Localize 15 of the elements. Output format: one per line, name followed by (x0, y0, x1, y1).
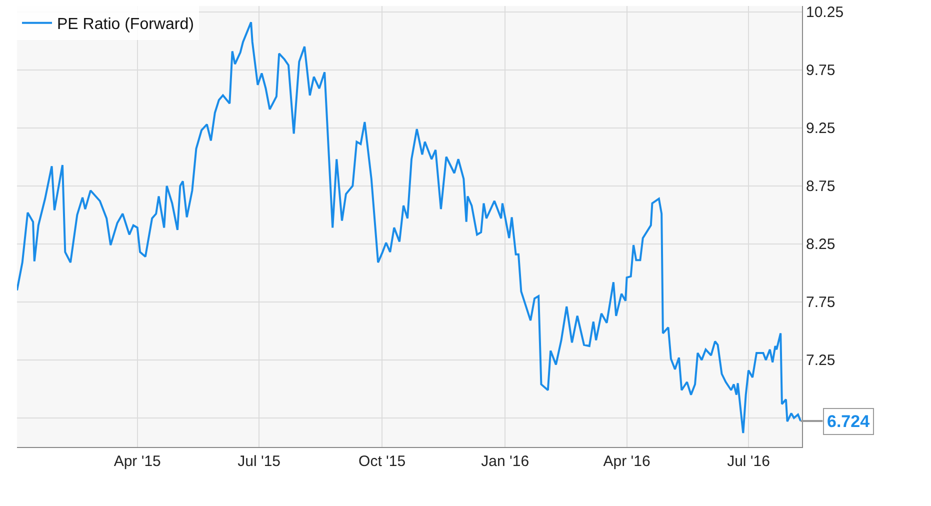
annotation: 6.724 (827, 412, 870, 431)
legend-label: PE Ratio (Forward) (57, 16, 194, 34)
x-tick-label: Oct '15 (358, 453, 406, 470)
y-tick-label: 9.25 (806, 120, 836, 138)
x-tick-label: Apr '15 (114, 453, 161, 470)
x-tick-label: Apr '16 (603, 453, 650, 470)
y-tick-label: 8.75 (806, 178, 836, 196)
y-tick-label: 8.25 (806, 236, 836, 254)
x-tick-label: Jul '15 (238, 453, 280, 470)
y-tick-label: 9.75 (806, 62, 836, 80)
x-tick-label: Jan '16 (481, 453, 530, 470)
x-tick-label: Jul '16 (727, 453, 770, 470)
y-tick-label: 7.75 (806, 294, 836, 312)
y-tick-label: 7.25 (806, 352, 836, 370)
y-tick-label: 10.25 (806, 4, 844, 22)
